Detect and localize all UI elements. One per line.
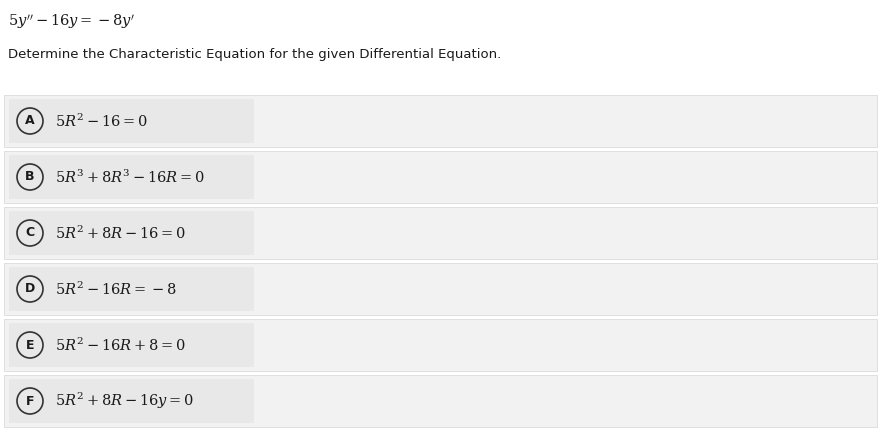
FancyBboxPatch shape bbox=[9, 99, 254, 143]
FancyBboxPatch shape bbox=[4, 207, 877, 259]
Text: E: E bbox=[26, 338, 34, 351]
Text: D: D bbox=[25, 283, 35, 296]
Text: $5y'' - 16y = -8y'$: $5y'' - 16y = -8y'$ bbox=[8, 12, 136, 31]
Text: $5R^2 - 16 = 0$: $5R^2 - 16 = 0$ bbox=[55, 112, 148, 129]
FancyBboxPatch shape bbox=[4, 151, 877, 203]
Text: B: B bbox=[26, 170, 34, 184]
FancyBboxPatch shape bbox=[9, 155, 254, 199]
Text: $5R^2 + 8R - 16y = 0$: $5R^2 + 8R - 16y = 0$ bbox=[55, 391, 195, 411]
FancyBboxPatch shape bbox=[9, 267, 254, 311]
Text: F: F bbox=[26, 395, 34, 408]
FancyBboxPatch shape bbox=[4, 319, 877, 371]
Text: $5R^2 + 8R - 16 = 0$: $5R^2 + 8R - 16 = 0$ bbox=[55, 225, 186, 242]
Text: $5R^2 - 16R + 8 = 0$: $5R^2 - 16R + 8 = 0$ bbox=[55, 336, 186, 354]
Text: A: A bbox=[26, 115, 35, 127]
FancyBboxPatch shape bbox=[9, 211, 254, 255]
FancyBboxPatch shape bbox=[4, 375, 877, 427]
FancyBboxPatch shape bbox=[4, 263, 877, 315]
FancyBboxPatch shape bbox=[4, 95, 877, 147]
Text: C: C bbox=[26, 226, 34, 239]
Text: $5R^3 + 8R^3 - 16R = 0$: $5R^3 + 8R^3 - 16R = 0$ bbox=[55, 168, 205, 186]
FancyBboxPatch shape bbox=[9, 323, 254, 367]
Text: $5R^2 - 16R = -8$: $5R^2 - 16R = -8$ bbox=[55, 280, 177, 298]
Text: Determine the Characteristic Equation for the given Differential Equation.: Determine the Characteristic Equation fo… bbox=[8, 48, 501, 61]
FancyBboxPatch shape bbox=[9, 379, 254, 423]
